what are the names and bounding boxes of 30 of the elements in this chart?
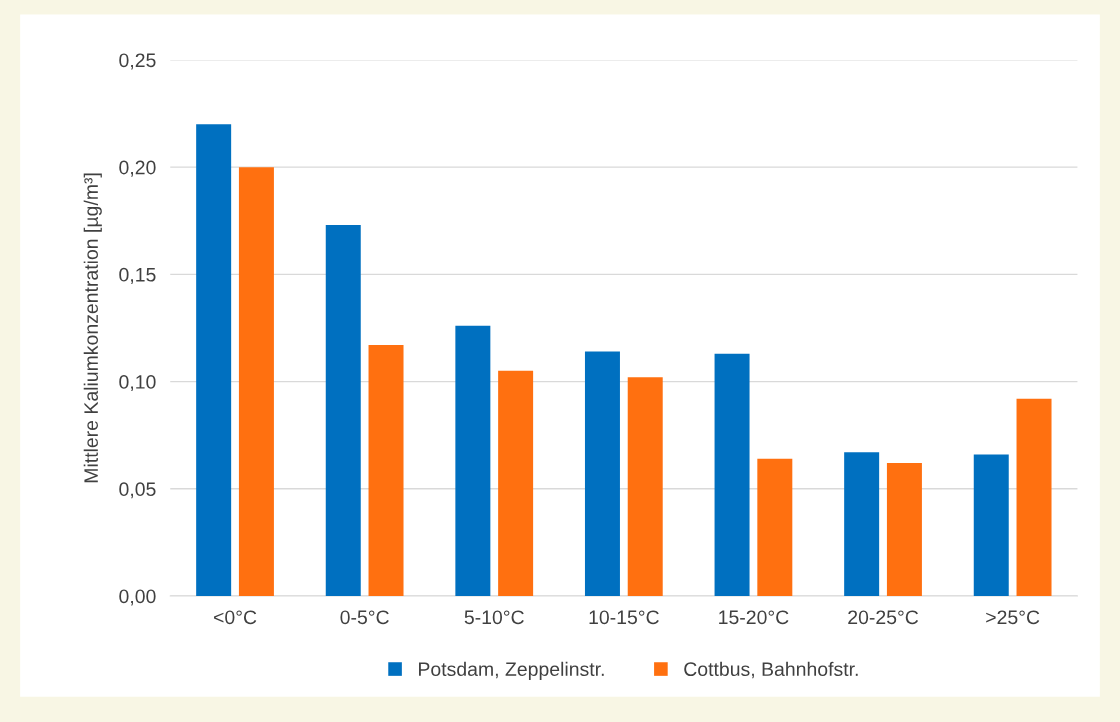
legend-label: Cottbus, Bahnhofstr. [684,661,858,679]
bar [498,370,534,597]
bar [584,351,620,597]
legend-label: Potsdam, Zeppelinstr. [419,661,604,680]
y-tick-label: 0,15 [119,267,156,284]
y-tick-label: 0,10 [119,375,156,392]
x-tick-label: <0°C [214,610,257,625]
y-tick-label: 0,20 [119,160,156,177]
bar [627,377,663,597]
y-tick-label: 0,00 [119,589,156,606]
y-tick-label: 0,25 [119,53,156,70]
x-tick-label: 5-10°C [464,610,524,625]
bar [886,463,922,597]
x-tick-label: 0-5°C [340,610,389,625]
bar [714,353,750,597]
bar [844,452,880,597]
bar [455,325,491,597]
bar [973,454,1009,597]
bar [325,225,361,597]
bar [1016,398,1052,597]
bar [757,458,793,597]
x-tick-label: 10-15°C [589,610,659,625]
bar [368,345,404,597]
bar [196,124,232,597]
x-tick-label: 15-20°C [719,610,789,625]
x-tick-label: 20-25°C [848,610,919,625]
y-tick-label: 0,05 [119,482,156,499]
bar [238,167,274,597]
y-axis-title: Mittlere Kaliumkonzentration [µg/m³] [83,173,102,483]
x-tick-label: >25°C [986,610,1040,625]
